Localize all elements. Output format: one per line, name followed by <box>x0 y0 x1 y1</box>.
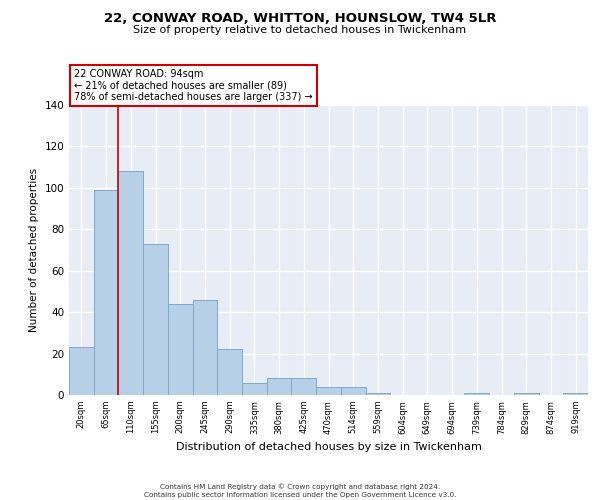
Bar <box>316 386 341 395</box>
Bar <box>69 348 94 395</box>
Bar <box>217 350 242 395</box>
Bar <box>143 244 168 395</box>
Text: 22 CONWAY ROAD: 94sqm
← 21% of detached houses are smaller (89)
78% of semi-deta: 22 CONWAY ROAD: 94sqm ← 21% of detached … <box>74 69 313 102</box>
Bar <box>341 386 365 395</box>
Bar <box>464 393 489 395</box>
Bar <box>193 300 217 395</box>
Bar <box>267 378 292 395</box>
Bar <box>292 378 316 395</box>
Text: 22, CONWAY ROAD, WHITTON, HOUNSLOW, TW4 5LR: 22, CONWAY ROAD, WHITTON, HOUNSLOW, TW4 … <box>104 12 496 26</box>
Bar <box>94 190 118 395</box>
X-axis label: Distribution of detached houses by size in Twickenham: Distribution of detached houses by size … <box>176 442 481 452</box>
Bar <box>563 393 588 395</box>
Bar <box>168 304 193 395</box>
Text: Contains HM Land Registry data © Crown copyright and database right 2024.
Contai: Contains HM Land Registry data © Crown c… <box>144 484 456 498</box>
Bar <box>514 393 539 395</box>
Bar <box>118 172 143 395</box>
Bar <box>365 393 390 395</box>
Y-axis label: Number of detached properties: Number of detached properties <box>29 168 39 332</box>
Text: Size of property relative to detached houses in Twickenham: Size of property relative to detached ho… <box>133 25 467 35</box>
Bar <box>242 382 267 395</box>
